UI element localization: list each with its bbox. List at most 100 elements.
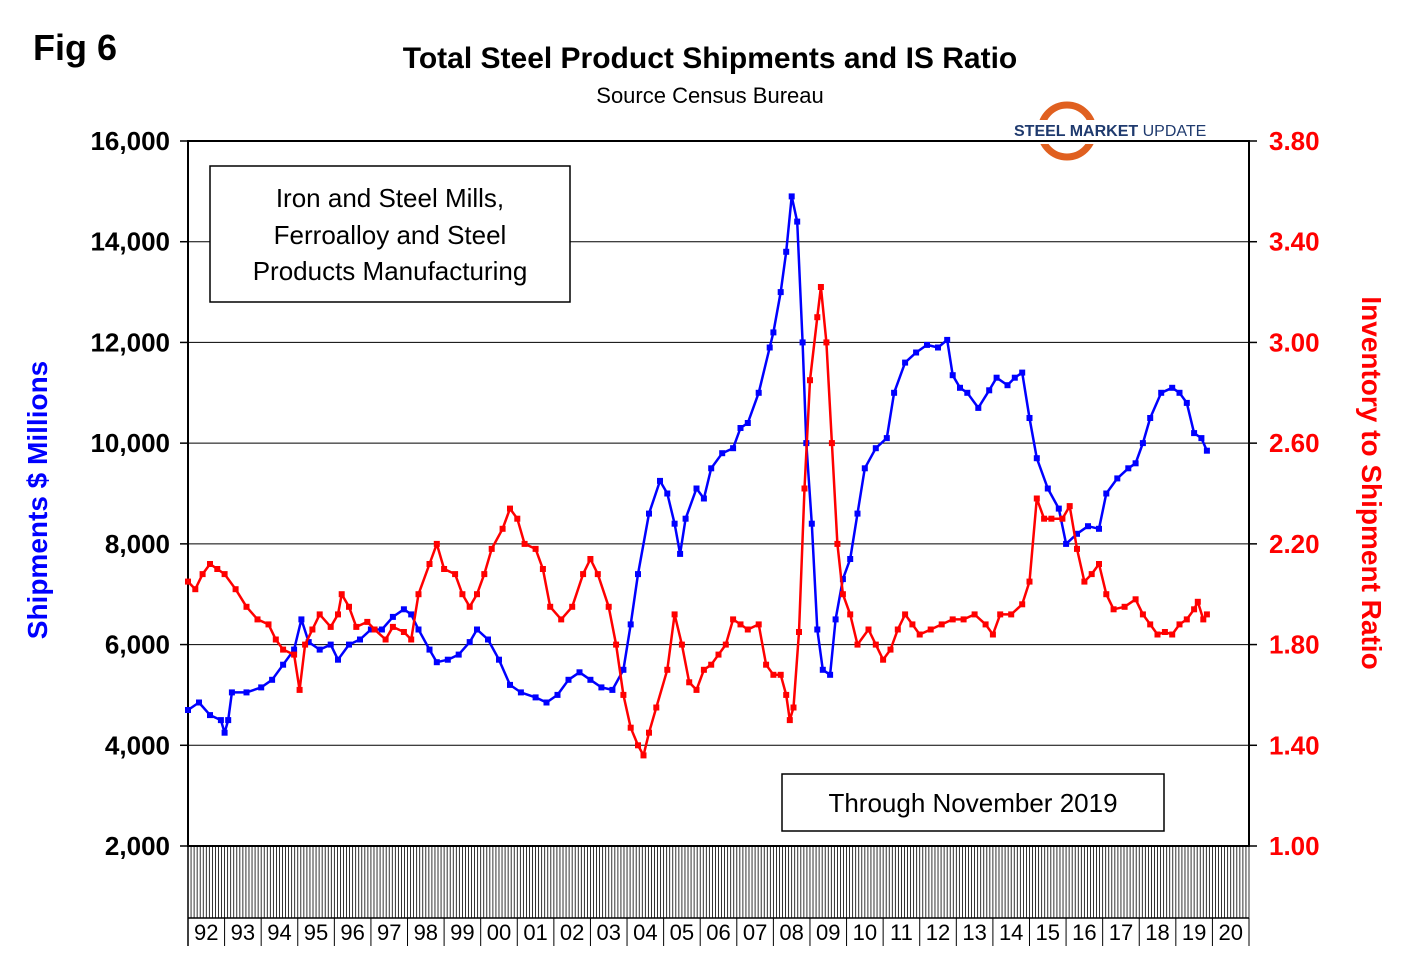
data-point-marker [1063,540,1070,547]
data-point-marker [1008,611,1015,618]
data-point-marker [258,684,265,691]
data-point-marker [207,712,213,719]
data-point-marker [693,485,700,492]
data-point-marker [302,641,309,648]
data-point-marker [1066,503,1073,510]
data-point-marker [291,646,298,653]
data-point-marker [1169,631,1176,638]
data-point-marker [755,621,762,628]
year-label: 10 [853,920,877,945]
left-tick-label: 6,000 [105,630,170,660]
data-point-marker [265,621,272,628]
data-point-marker [1183,616,1190,623]
data-point-marker [807,377,813,384]
data-point-marker [1176,621,1183,628]
data-point-marker [777,671,784,678]
data-point-marker [254,616,261,623]
data-point-marker [1088,571,1095,578]
year-label: 07 [743,920,767,945]
data-point-marker [521,540,528,547]
period-note: Through November 2019 [828,788,1117,818]
data-point-marker [872,641,879,648]
data-point-marker [770,329,777,336]
data-point-marker [1074,530,1080,537]
data-point-marker [364,618,371,625]
data-point-marker [715,651,722,658]
data-point-marker [1085,523,1091,530]
data-point-marker [827,671,834,678]
data-point-marker [620,666,627,673]
data-point-marker [594,571,601,578]
data-point-marker [770,671,777,678]
year-label: 15 [1036,920,1060,945]
data-point-marker [640,752,647,759]
data-point-marker [847,556,854,562]
year-label: 99 [450,920,474,945]
data-point-marker [799,339,806,346]
y-axis-label-right: Inventory to Shipment Ratio [1356,296,1387,669]
data-point-marker [346,641,352,648]
data-point-marker [788,193,795,200]
data-point-marker [280,661,287,668]
data-point-marker [1059,515,1066,522]
data-point-marker [1110,606,1117,613]
data-point-marker [620,691,627,698]
data-point-marker [547,603,554,610]
left-tick-label: 16,000 [90,126,170,156]
data-point-marker [664,490,671,497]
data-point-marker [613,641,620,648]
data-point-marker [938,621,945,628]
data-point-marker [228,689,235,696]
data-point-marker [298,616,305,623]
data-point-marker [1183,399,1190,406]
data-point-marker [474,626,480,633]
data-point-marker [609,686,616,693]
year-label: 03 [596,920,620,945]
data-point-marker [569,603,576,610]
data-point-marker [327,623,334,630]
year-label: 18 [1145,920,1169,945]
data-point-marker [496,656,502,663]
left-tick-label: 2,000 [105,831,170,861]
data-point-marker [944,336,951,343]
data-point-marker [865,626,872,633]
left-tick-label: 14,000 [90,227,170,257]
data-point-marker [1011,374,1018,381]
data-point-marker [913,349,920,356]
data-point-marker [964,389,971,396]
shipments-series [185,193,1210,736]
data-point-marker [975,404,982,411]
data-point-marker [507,505,513,512]
year-label: 93 [231,920,255,945]
data-point-marker [280,646,287,653]
data-point-marker [378,626,385,633]
data-point-marker [986,387,993,394]
year-label: 92 [194,920,218,945]
data-point-marker [693,686,700,693]
data-point-marker [1139,440,1146,447]
data-point-marker [309,626,316,633]
data-point-marker [1200,616,1207,623]
data-point-marker [481,571,488,578]
year-label: 08 [779,920,803,945]
data-point-marker [382,636,389,643]
data-point-marker [839,591,846,598]
data-point-marker [1103,591,1110,598]
data-point-marker [243,689,250,696]
data-point-marker [1132,460,1139,467]
data-point-marker [790,704,797,711]
data-point-marker [316,646,323,653]
left-tick-label: 12,000 [90,327,170,357]
data-point-marker [916,631,923,638]
data-point-marker [371,626,378,633]
chart-title: Total Steel Product Shipments and IS Rat… [403,42,1018,75]
left-tick-label: 4,000 [105,730,170,760]
data-point-marker [499,525,506,532]
data-point-marker [316,611,323,618]
data-point-marker [408,611,415,618]
data-point-marker [400,606,407,613]
data-point-marker [1191,606,1198,613]
data-point-marker [488,545,495,552]
right-tick-label: 3.40 [1269,227,1320,257]
